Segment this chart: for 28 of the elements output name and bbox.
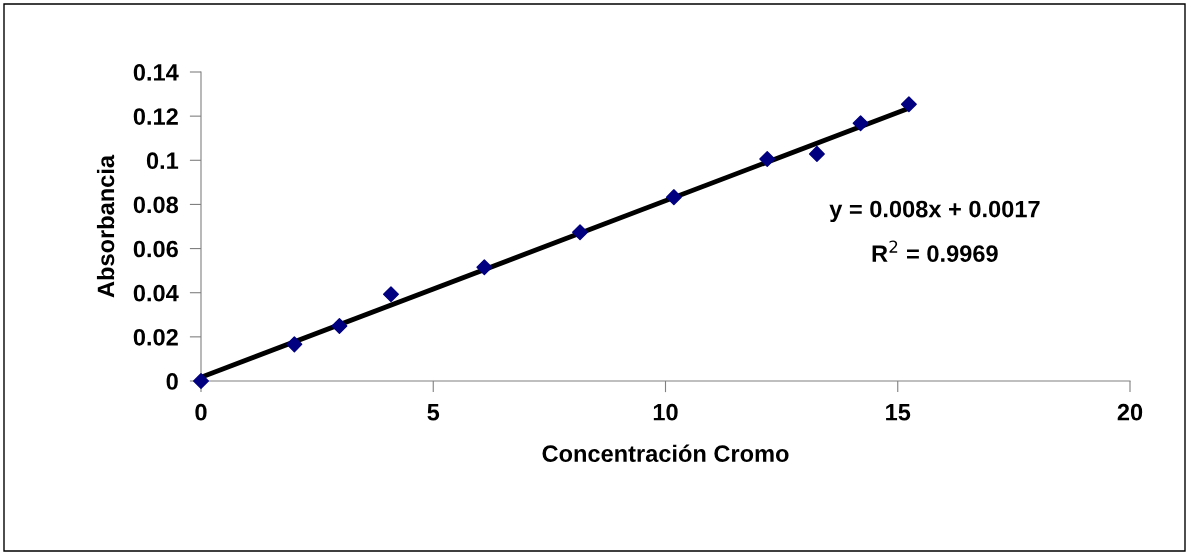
x-axis-title: Concentración Cromo: [542, 444, 789, 463]
point: [852, 115, 869, 132]
point: [383, 286, 399, 303]
y-tick-label: 0: [166, 373, 178, 390]
point: [665, 189, 682, 206]
y-axis-title: Absorbancia: [96, 154, 115, 298]
point: [759, 150, 776, 167]
y-tick-label: 0.1: [146, 152, 179, 170]
x-tick-label: 0: [195, 403, 207, 421]
point: [193, 373, 209, 389]
point: [286, 336, 303, 353]
y-tick-label: 0.14: [133, 64, 179, 81]
x-tick-label: 15: [886, 404, 911, 421]
y-tick-label: 0.12: [133, 108, 178, 125]
x-tick-label: 20: [1117, 403, 1143, 421]
y-tick-label: 0.08: [133, 196, 179, 214]
point: [476, 259, 493, 276]
point: [808, 145, 825, 162]
x-tick-label: 5: [427, 404, 440, 421]
point: [572, 224, 589, 241]
annotation: y = 0.008x + 0.0017: [829, 200, 1040, 223]
y-tick-label: 0.02: [133, 328, 178, 346]
y-tick-label: 0.06: [133, 240, 178, 258]
point: [331, 318, 348, 335]
y-tick-label: 0.04: [133, 284, 179, 302]
x-tick-label: 10: [653, 403, 678, 421]
annotation: R$^{2}$ = 0.9969: [872, 240, 998, 263]
point: [900, 96, 917, 113]
